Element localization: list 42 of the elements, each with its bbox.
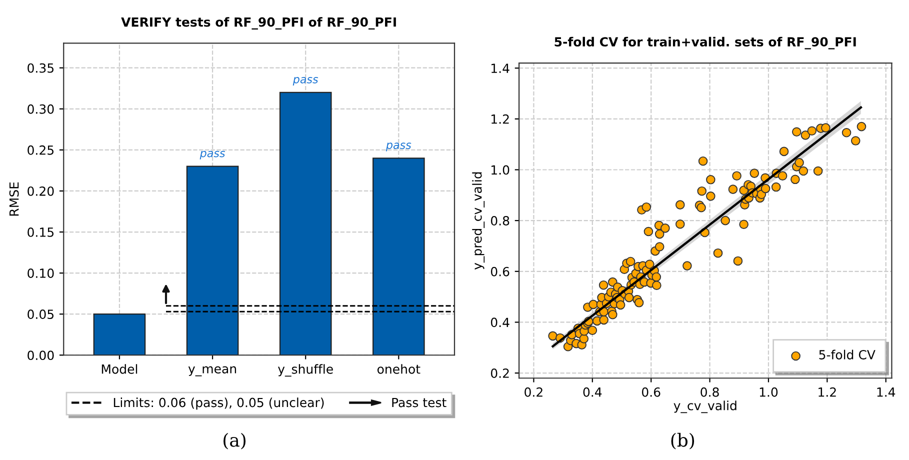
text: Pass test: [392, 398, 446, 408]
y-tick-label: 1.2: [492, 114, 509, 124]
legend-label: 5-fold CV: [819, 350, 876, 360]
x-tick-label: 1.0: [760, 387, 778, 397]
x-tick-label: 1.2: [818, 387, 836, 397]
x-axis-title: y_cv_valid: [674, 400, 736, 414]
y-tick-label: 0.35: [28, 63, 54, 73]
data-label: pass: [292, 77, 318, 86]
y-tick-label: 0.20: [28, 186, 54, 196]
x-tick-label: 0.6: [642, 387, 660, 397]
y-tick-label: 0.4: [490, 318, 510, 328]
chart-title: VERIFY tests of RF_90_PFI of RF_90_PFI: [121, 17, 396, 30]
x-tick-label: 0.4: [583, 387, 602, 397]
y-tick-label: 0.00: [28, 350, 54, 360]
legend-label: Limits: 0.06 (pass), 0.05 (unclear): [114, 398, 324, 410]
x-tick-label: onehot: [377, 364, 420, 374]
text: (a): [224, 432, 246, 450]
x-tick-label: 1.4: [877, 388, 896, 397]
y-tick-label: 0.10: [28, 268, 54, 278]
text: (b): [671, 432, 694, 450]
bar: [93, 314, 146, 356]
x-tick-label: y_shuffle: [278, 364, 333, 377]
x-tick-label: 0.2: [524, 387, 542, 397]
data-label: pass: [200, 150, 226, 160]
y-tick-label: 0.05: [28, 310, 54, 320]
x-tick-label: 0.8: [700, 387, 719, 397]
x-tick-label: Model: [102, 364, 138, 374]
y-tick-label: 1.4: [492, 64, 510, 73]
y-tick-label: 0.6: [490, 266, 510, 276]
y-axis-title: RMSE: [9, 182, 19, 216]
y-tick-label: 0.25: [28, 145, 54, 155]
x-tick-label: y_mean: [188, 366, 236, 376]
y-tick-label: 0.30: [28, 104, 54, 114]
data-label: pass: [386, 142, 412, 152]
y-tick-label: 1.0: [492, 165, 510, 175]
y-tick-label: 0.15: [28, 227, 54, 237]
y-tick-label: 0.8: [490, 216, 510, 226]
bar: [372, 158, 425, 356]
bar: [186, 166, 239, 356]
bar: [279, 92, 332, 356]
chart-title: 5-fold CV for train+valid. sets of RF_90_PFI: [554, 36, 856, 50]
y-axis-title: y_pred_cv_valid: [472, 172, 485, 270]
